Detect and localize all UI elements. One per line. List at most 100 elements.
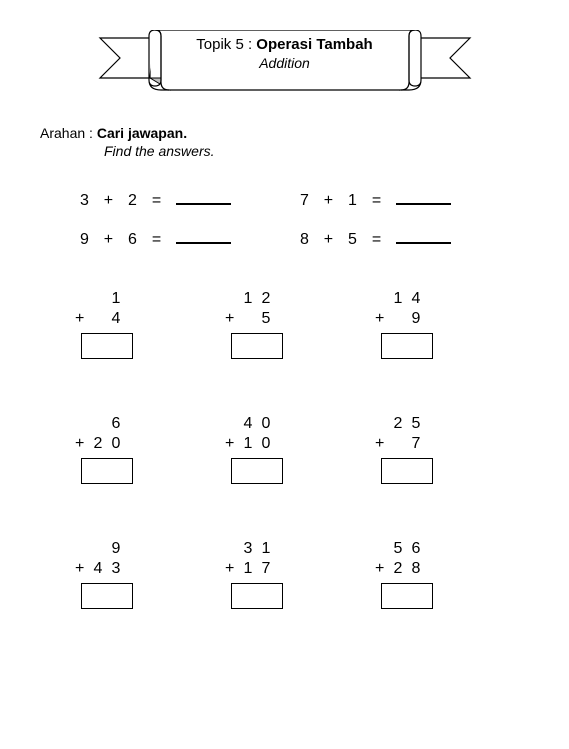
bottom-line: +7: [375, 434, 445, 454]
top-line: 31: [225, 539, 295, 559]
vertical-problem: 12 +5: [225, 289, 295, 359]
digit-tens: 1: [389, 290, 407, 308]
horizontal-problems: 3 + 2 = 7 + 1 = 9 + 6 = 8 + 5 =: [80, 189, 539, 249]
answer-blank[interactable]: [176, 228, 231, 244]
vertical-row: 6 +20 40 +10 25 +7: [75, 414, 539, 484]
answer-box[interactable]: [381, 333, 433, 359]
operand-a: 8: [300, 231, 311, 249]
banner-title-bold: Operasi Tambah: [256, 36, 372, 53]
digit-tens: 5: [389, 540, 407, 558]
digit-tens: 2: [389, 560, 407, 578]
digit-tens: 3: [239, 540, 257, 558]
horizontal-row: 9 + 6 = 8 + 5 =: [80, 228, 539, 249]
answer-box[interactable]: [231, 333, 283, 359]
answer-blank[interactable]: [396, 228, 451, 244]
digit-ones: 8: [407, 560, 425, 578]
title-banner: Topik 5 : Operasi Tambah Addition: [95, 30, 475, 100]
bottom-line: +28: [375, 559, 445, 579]
banner-text: Topik 5 : Operasi Tambah Addition: [145, 36, 425, 71]
digit-ones: 4: [407, 290, 425, 308]
answer-blank[interactable]: [396, 189, 451, 205]
top-line: 40: [225, 414, 295, 434]
vertical-problem: 56 +28: [375, 539, 445, 609]
top-line: 25: [375, 414, 445, 434]
digit-tens: 1: [239, 290, 257, 308]
digit-ones: 5: [407, 415, 425, 433]
digit-tens: 2: [389, 415, 407, 433]
instruction-line-2: Find the answers.: [104, 143, 539, 159]
plus-sign: +: [324, 192, 335, 210]
bottom-line: +5: [225, 309, 295, 329]
worksheet-page: Topik 5 : Operasi Tambah Addition Arahan…: [0, 0, 569, 749]
digit-ones: 7: [407, 435, 425, 453]
horizontal-problem: 3 + 2 =: [80, 189, 300, 210]
answer-box[interactable]: [231, 458, 283, 484]
horizontal-problem: 9 + 6 =: [80, 228, 300, 249]
equals-sign: =: [152, 192, 163, 210]
horizontal-problem: 8 + 5 =: [300, 228, 451, 249]
digit-ones: 3: [107, 560, 125, 578]
instruction-label: Arahan :: [40, 125, 97, 141]
instruction-line-1: Arahan : Cari jawapan.: [40, 125, 539, 141]
banner-title: Topik 5 : Operasi Tambah: [145, 36, 425, 53]
plus-sign: +: [104, 192, 115, 210]
digit-ones: 0: [257, 435, 275, 453]
vertical-row: 9 +43 31 +17 56 +28: [75, 539, 539, 609]
answer-box[interactable]: [381, 583, 433, 609]
bottom-line: +17: [225, 559, 295, 579]
answer-box[interactable]: [81, 583, 133, 609]
bottom-line: +10: [225, 434, 295, 454]
digit-ones: 0: [257, 415, 275, 433]
digit-ones: 9: [407, 310, 425, 328]
banner-title-prefix: Topik 5 :: [196, 36, 256, 53]
instructions: Arahan : Cari jawapan. Find the answers.: [40, 125, 539, 159]
digit-ones: 7: [257, 560, 275, 578]
digit-ones: 4: [107, 310, 125, 328]
answer-box[interactable]: [81, 458, 133, 484]
vertical-problem: 40 +10: [225, 414, 295, 484]
plus-sign: +: [225, 560, 239, 578]
digit-ones: 2: [257, 290, 275, 308]
top-line: 9: [75, 539, 145, 559]
digit-tens: 4: [89, 560, 107, 578]
operand-b: 1: [348, 192, 359, 210]
bottom-line: +4: [75, 309, 145, 329]
answer-box[interactable]: [231, 583, 283, 609]
digit-tens: 4: [239, 415, 257, 433]
digit-ones: 9: [107, 540, 125, 558]
vertical-problem: 9 +43: [75, 539, 145, 609]
digit-ones: 1: [107, 290, 125, 308]
vertical-problem: 14 +9: [375, 289, 445, 359]
digit-ones: 6: [407, 540, 425, 558]
plus-sign: +: [225, 435, 239, 453]
plus-sign: +: [324, 231, 335, 249]
operand-b: 2: [128, 192, 139, 210]
answer-box[interactable]: [381, 458, 433, 484]
vertical-problem: 25 +7: [375, 414, 445, 484]
top-line: 12: [225, 289, 295, 309]
top-line: 56: [375, 539, 445, 559]
plus-sign: +: [225, 310, 239, 328]
bottom-line: +20: [75, 434, 145, 454]
plus-sign: +: [104, 231, 115, 249]
vertical-problem: 31 +17: [225, 539, 295, 609]
operand-b: 5: [348, 231, 359, 249]
operand-b: 6: [128, 231, 139, 249]
instruction-bold: Cari jawapan.: [97, 125, 187, 141]
equals-sign: =: [152, 231, 163, 249]
equals-sign: =: [372, 192, 383, 210]
operand-a: 3: [80, 192, 91, 210]
bottom-line: +43: [75, 559, 145, 579]
digit-ones: 6: [107, 415, 125, 433]
plus-sign: +: [75, 560, 89, 578]
plus-sign: +: [75, 310, 89, 328]
answer-blank[interactable]: [176, 189, 231, 205]
plus-sign: +: [75, 435, 89, 453]
answer-box[interactable]: [81, 333, 133, 359]
horizontal-problem: 7 + 1 =: [300, 189, 451, 210]
digit-ones: 0: [107, 435, 125, 453]
vertical-row: 1 +4 12 +5 14 +9: [75, 289, 539, 359]
banner-subtitle: Addition: [145, 55, 425, 71]
top-line: 1: [75, 289, 145, 309]
plus-sign: +: [375, 310, 389, 328]
